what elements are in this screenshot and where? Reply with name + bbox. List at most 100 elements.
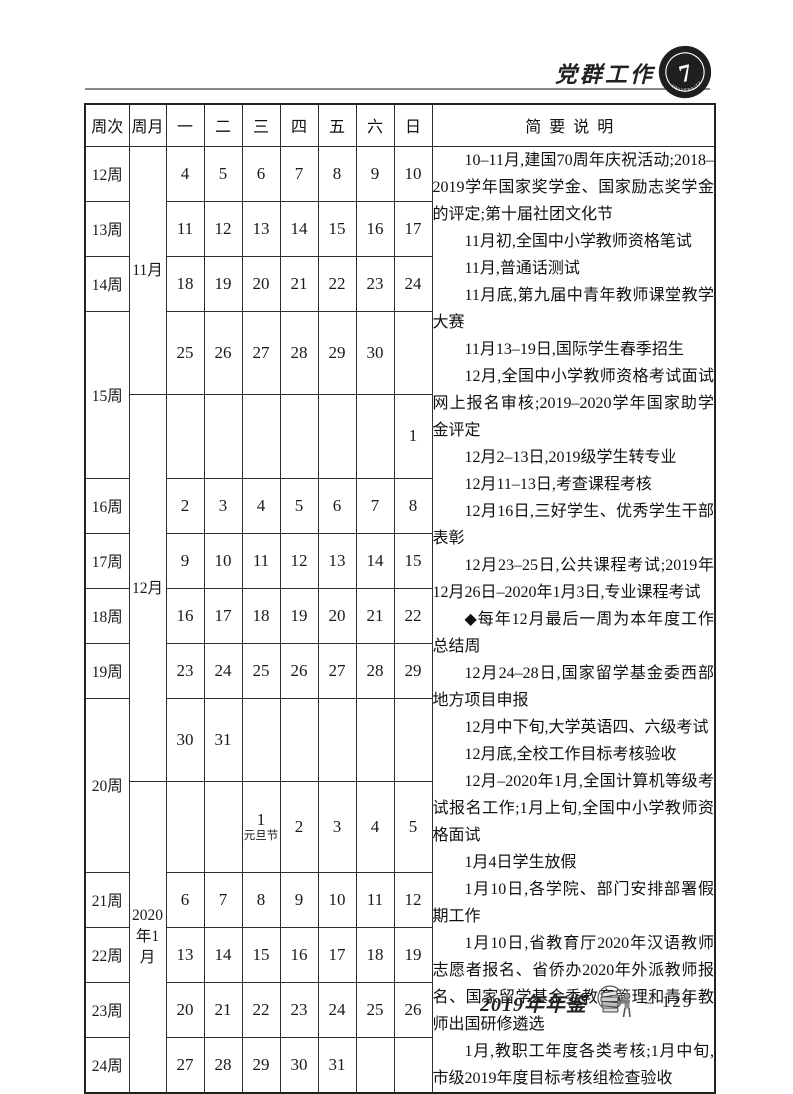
day-cell: 18 — [241, 587, 281, 644]
note-paragraph: 12月2–13日,2019级学生转专业 — [464, 448, 677, 466]
day-cell: 24 — [393, 255, 433, 312]
col-header-mon: 一 — [165, 103, 205, 147]
holiday-label: 元旦节 — [243, 830, 279, 843]
day-cell: 14 — [279, 200, 319, 257]
day-cell — [355, 1037, 395, 1093]
day-cell — [355, 697, 395, 783]
day-cell — [355, 394, 395, 479]
note-paragraph: 12月23–25日,公共课程考试;2019年12月26日–2020年1月3日,专… — [432, 556, 715, 601]
day-cell: 25 — [355, 982, 395, 1038]
col-header-notes: 简要说明 — [431, 103, 716, 147]
day-cell: 30 — [355, 310, 395, 396]
day-cell: 25 — [165, 310, 205, 396]
page-footer: 2019年年鉴 – 129 – — [480, 984, 710, 1020]
day-cell: 10 — [393, 145, 433, 202]
table-row-week21: 21周 6 7 8 9 10 11 12 — [84, 872, 715, 928]
day-cell: 15 — [317, 200, 357, 257]
day-cell: 22 — [317, 255, 357, 312]
day-cell: 7 — [279, 145, 319, 202]
note-paragraph: 1月10日,省教育厅2020年汉语教师志愿者报名、省侨办2020年外派教师报名、… — [432, 934, 715, 1033]
day-cell: 19 — [279, 587, 319, 644]
note-paragraph: 12月中下旬,大学英语四、六级考试 — [464, 718, 709, 736]
day-cell: 29 — [241, 1037, 281, 1093]
week-cell: 16周 — [84, 477, 130, 534]
day-cell: 27 — [317, 642, 357, 699]
day-cell: 12 — [393, 872, 433, 928]
day-cell — [203, 394, 243, 479]
day-cell: 4 — [355, 781, 395, 873]
table-row-week12: 12周 11月 4 5 6 7 8 9 10 10–11月,建国70周年庆祝活动… — [84, 145, 716, 1093]
day-cell: 10 — [203, 532, 243, 589]
day-cell — [279, 394, 319, 479]
day-cell: 12 — [203, 200, 243, 257]
day-cell: 13 — [317, 532, 357, 589]
col-header-week: 周次 — [84, 103, 130, 147]
day-cell: 16 — [165, 587, 205, 644]
day-cell: 27 — [165, 1037, 205, 1093]
month-cell-dec: 12月 — [128, 394, 167, 783]
note-paragraph: ◆每年12月最后一周为本年度工作总结周 — [432, 610, 715, 655]
notes-cell: 10–11月,建国70周年庆祝活动;2018–2019学年国家奖学金、国家励志奖… — [431, 145, 716, 1093]
week-cell: 14周 — [84, 255, 130, 312]
day-cell: 29 — [317, 310, 357, 396]
day-cell: 13 — [241, 200, 281, 257]
day-cell: 11 — [355, 872, 395, 928]
day-cell: 5 — [203, 145, 243, 202]
section-title: 党群工作 — [554, 62, 655, 87]
week-cell: 24周 — [84, 1037, 130, 1093]
note-paragraph: 1月10日,各学院、部门安排部署假期工作 — [432, 880, 715, 925]
day-cell: 27 — [241, 310, 281, 396]
day-cell: 30 — [165, 697, 205, 783]
week-cell: 22周 — [84, 927, 130, 983]
day-cell: 8 — [317, 145, 357, 202]
note-paragraph: 12月底,全校工作目标考核验收 — [464, 745, 677, 763]
note-paragraph: 11月13–19日,国际学生春季招生 — [464, 340, 684, 358]
col-header-month: 周月 — [128, 103, 167, 147]
note-paragraph: 11月初,全国中小学教师资格笔试 — [464, 232, 692, 250]
day-cell: 16 — [279, 927, 319, 983]
day-cell: 19 — [203, 255, 243, 312]
schedule-table-wrap: 周次 周月 一 二 三 四 五 六 日 简要说明 12周 11月 4 5 6 7… — [84, 103, 716, 1094]
col-header-wed: 三 — [241, 103, 281, 147]
day-cell — [393, 310, 433, 396]
day-cell: 17 — [393, 200, 433, 257]
day-cell: 23 — [355, 255, 395, 312]
table-row-week15b: 12月 1 — [85, 394, 715, 783]
day-cell: 2 — [165, 477, 205, 534]
day-cell: 7 — [203, 872, 243, 928]
table-row-week22: 22周 13 14 15 16 17 18 19 — [84, 927, 715, 983]
day-cell: 23 — [279, 982, 319, 1038]
day-cell: 9 — [165, 532, 205, 589]
month-cell-jan2020: 2020年1月 — [128, 781, 167, 1093]
day-cell: 28 — [355, 642, 395, 699]
day-cell: 13 — [165, 927, 205, 983]
day-cell — [203, 781, 243, 873]
day-cell: 15 — [393, 532, 433, 589]
day-cell: 28 — [203, 1037, 243, 1093]
month-cell-nov: 11月 — [128, 145, 167, 396]
day-cell: 23 — [165, 642, 205, 699]
day-cell: 24 — [203, 642, 243, 699]
day-cell — [393, 697, 433, 783]
note-paragraph: 1月,教职工年度各类考核;1月中旬,市级2019年度目标考核组检查验收 — [432, 1042, 715, 1087]
note-paragraph: 1月4日学生放假 — [464, 853, 577, 871]
table-row-week19: 19周 23 24 25 26 27 28 29 — [84, 642, 715, 699]
day-cell: 14 — [355, 532, 395, 589]
yearbook-title: 2019年年鉴 — [480, 993, 587, 1016]
day-cell: 31 — [317, 1037, 357, 1093]
books-decoration-icon — [597, 985, 631, 1018]
note-paragraph: 12月–2020年1月,全国计算机等级考试报名工作;1月上旬,全国中小学教师资格… — [432, 772, 715, 844]
col-header-sat: 六 — [355, 103, 395, 147]
day-cell: 29 — [393, 642, 433, 699]
day-cell: 7 — [355, 477, 395, 534]
day-cell: 11 — [165, 200, 205, 257]
day-cell: 25 — [241, 642, 281, 699]
col-header-tue: 二 — [203, 103, 243, 147]
day-cell: 19 — [393, 927, 433, 983]
day-cell: 24 — [317, 982, 357, 1038]
col-header-fri: 五 — [317, 103, 357, 147]
week-cell: 21周 — [84, 872, 130, 928]
day-cell — [279, 697, 319, 783]
table-row-week20b: 2020年1月 1 元旦节 2 3 4 5 — [85, 781, 715, 1093]
